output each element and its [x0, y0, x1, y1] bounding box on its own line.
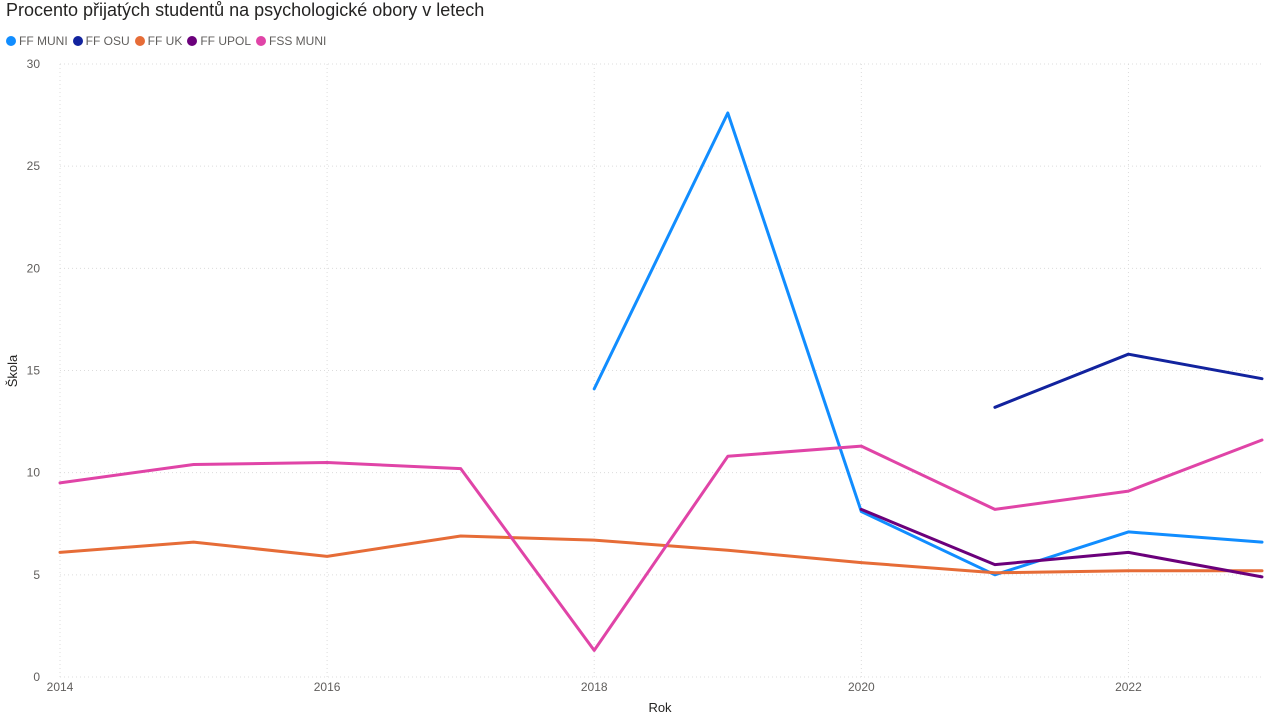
series-line-ff-osu[interactable] — [993, 352, 1264, 409]
legend-marker — [187, 36, 198, 46]
y-tick-label: 10 — [27, 466, 41, 480]
legend-label: FF UPOL — [200, 34, 251, 48]
series-line-fss-muni[interactable] — [58, 438, 1264, 652]
legend-marker — [72, 36, 83, 46]
legend-marker — [6, 36, 16, 46]
legend-marker — [134, 36, 145, 46]
y-tick-label: 25 — [27, 159, 41, 173]
x-tick-label: 2014 — [47, 680, 74, 694]
y-tick-label: 5 — [33, 568, 40, 582]
x-tick-label: 2018 — [581, 680, 608, 694]
grid-lines — [59, 63, 1262, 678]
x-tick-label: 2020 — [848, 680, 875, 694]
y-axis-ticks: 0 5 10 15 20 25 30 — [27, 57, 41, 684]
legend-item-ff-upol[interactable]: FF UPOL — [187, 34, 251, 48]
legend-label: FF UK — [147, 34, 183, 48]
legend-label: FSS MUNI — [269, 34, 327, 48]
series-line-ff-uk[interactable] — [58, 534, 1264, 575]
legend-item-ff-osu[interactable]: FF OSU — [72, 34, 130, 48]
series-lines — [58, 111, 1264, 652]
y-tick-label: 20 — [27, 261, 41, 275]
x-tick-label: 2016 — [314, 680, 341, 694]
legend-marker — [256, 36, 266, 46]
y-tick-label: 0 — [33, 670, 40, 684]
chart-title: Procento přijatých studentů na psycholog… — [6, 0, 485, 20]
y-axis-title: Škola — [5, 354, 20, 387]
legend: FF MUNI FF OSU FF UK FF UPOL FSS MUNI — [6, 34, 331, 48]
legend-item-fss-muni[interactable]: FSS MUNI — [256, 34, 326, 48]
legend-item-ff-muni[interactable]: FF MUNI — [6, 34, 68, 48]
x-axis-title: Rok — [648, 700, 672, 714]
y-tick-label: 15 — [27, 364, 41, 378]
series-line-ff-upol[interactable] — [859, 507, 1264, 579]
x-tick-label: 2022 — [1115, 680, 1142, 694]
series-line-ff-muni[interactable] — [592, 111, 1264, 577]
legend-label: FF MUNI — [19, 34, 68, 48]
legend-label: FF OSU — [85, 34, 130, 48]
y-tick-label: 30 — [27, 57, 41, 71]
legend-item-ff-uk[interactable]: FF UK — [134, 34, 183, 48]
x-axis-ticks: 2014 2016 2018 2020 2022 — [47, 680, 1142, 694]
